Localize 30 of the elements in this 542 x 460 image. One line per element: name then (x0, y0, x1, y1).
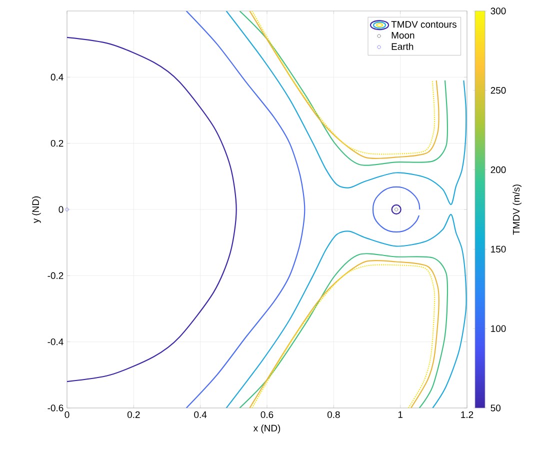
y-tick-label: -0.2 (48, 272, 64, 279)
legend-label: Moon (392, 32, 414, 39)
legend-label: TMDV contours (391, 21, 456, 28)
legend-label: Earth (392, 42, 414, 50)
x-tick-label: 0.6 (260, 411, 274, 418)
color-bar-label: 300 (490, 8, 506, 14)
line-series (372, 186, 420, 233)
x-tick-label: 0 (64, 411, 70, 418)
x-tick-label: 1.2 (461, 411, 474, 418)
line-series (67, 36, 237, 382)
x-tick-label: 0.4 (194, 411, 207, 418)
line-series (226, 214, 467, 408)
color-bar-label: 100 (491, 325, 506, 332)
x-tick-label: 0.8 (327, 411, 340, 418)
color-bar-label: 150 (491, 246, 506, 253)
color-bar-label: 250 (490, 87, 506, 94)
y-tick-label: 0.4 (50, 74, 64, 80)
y-tick-label: -0.4 (48, 338, 64, 346)
y-tick-label: 0 (58, 206, 64, 213)
y-tick-label: -0.6 (48, 404, 64, 412)
y-axis-title: y (ND) (32, 196, 41, 224)
x-axis-title: x (ND) (253, 424, 280, 434)
color-bar-title: TMDV (m/s) (512, 184, 522, 235)
color-bar-label: 50 (490, 404, 501, 412)
x-tick-label: 0.2 (127, 411, 140, 418)
color-bar-label: 200 (490, 166, 506, 174)
x-tick-label: 1 (398, 411, 403, 418)
y-tick-label: 0.2 (50, 140, 64, 147)
line-series (226, 10, 467, 206)
line-series (186, 10, 306, 408)
